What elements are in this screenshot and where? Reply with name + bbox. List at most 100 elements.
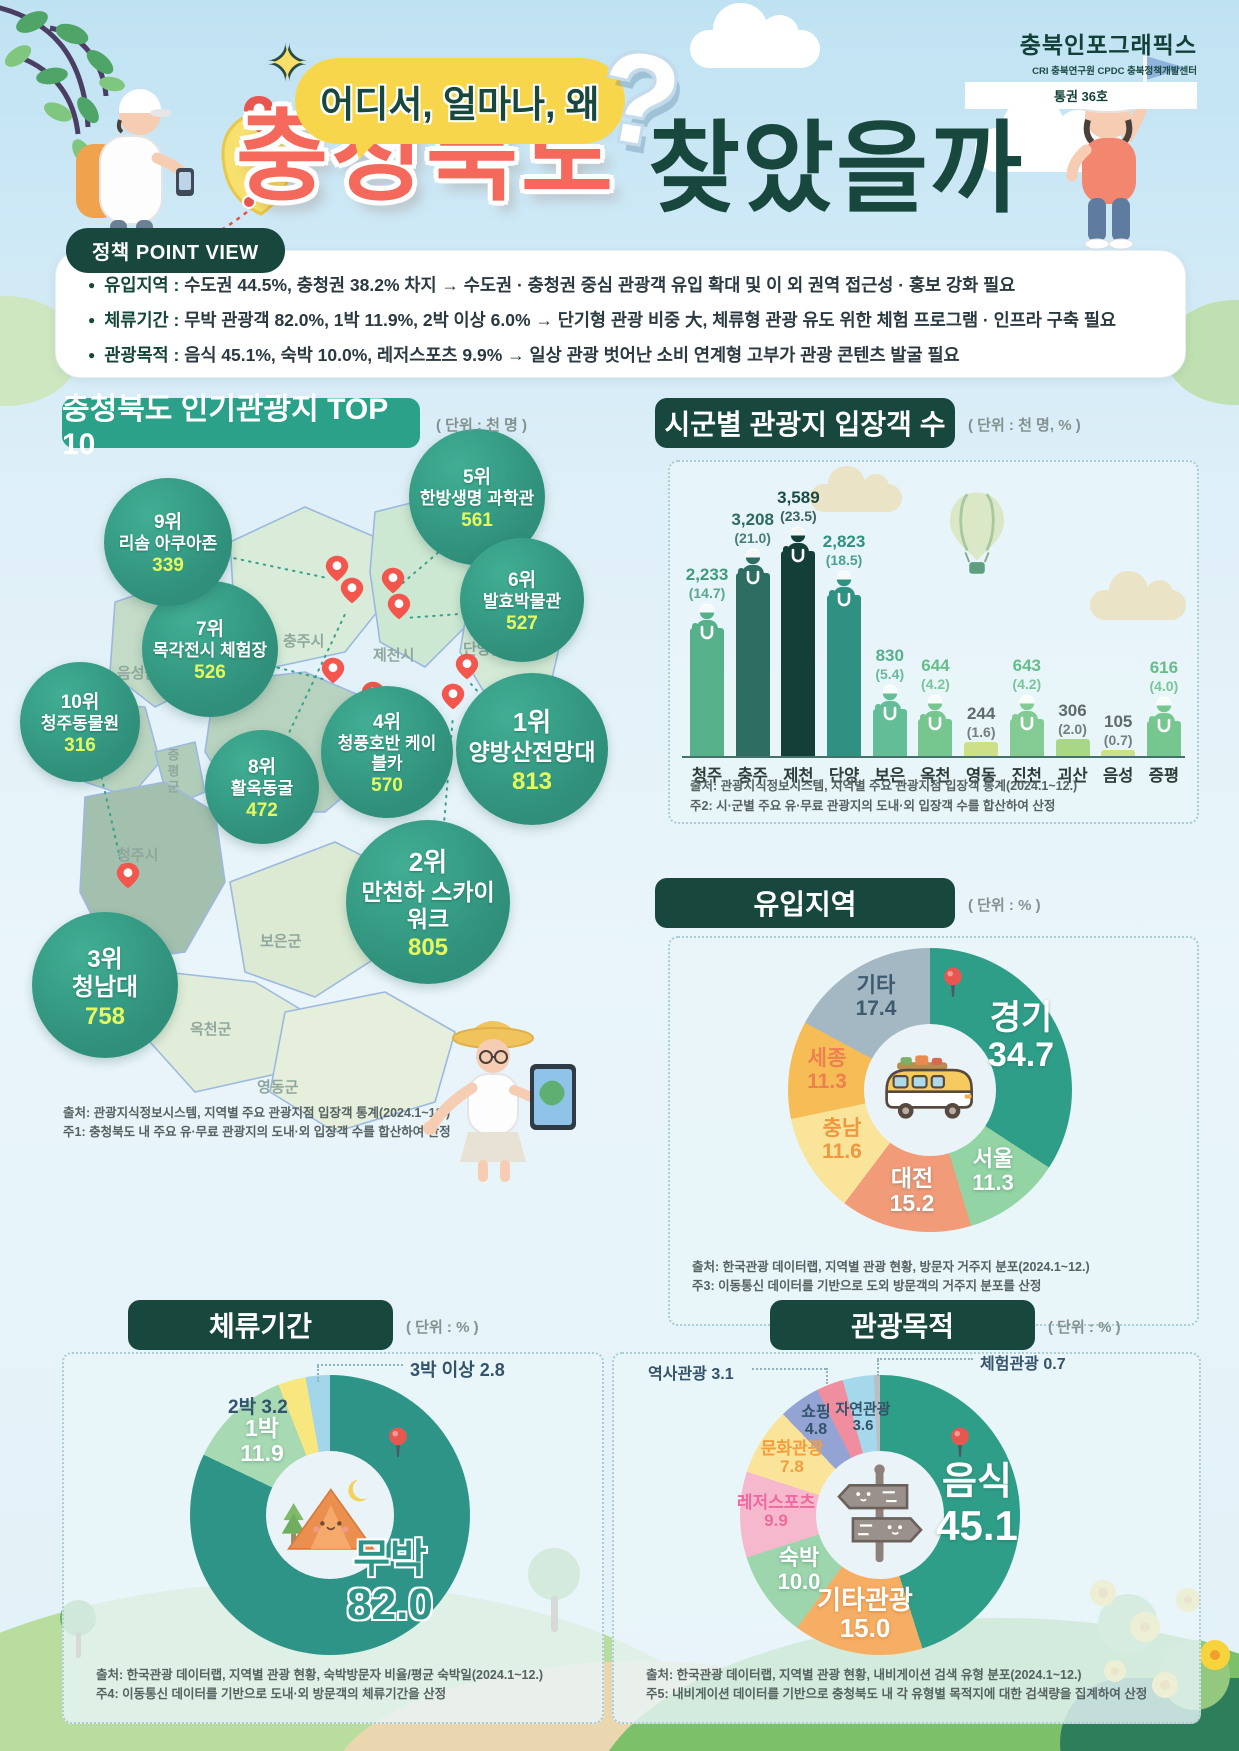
map-pin-icon bbox=[340, 577, 364, 604]
bar-percent: (18.5) bbox=[825, 552, 863, 568]
pushpin-icon bbox=[389, 1427, 407, 1457]
slice-label-lodging: 숙박 10.0 bbox=[777, 1545, 821, 1594]
bar-value: 2,823 bbox=[822, 532, 866, 551]
bar-x-label: 충주 bbox=[737, 767, 768, 785]
bar-baseline bbox=[682, 756, 1185, 758]
rank-badge-2: 2위 만천하 스카이워크 805 bbox=[346, 820, 510, 984]
slice-label-nature: 자연관광 3.6 bbox=[835, 1401, 891, 1435]
hiker-icon bbox=[1010, 694, 1044, 734]
slice-label-chungnam: 충남 11.6 bbox=[822, 1117, 862, 1163]
main-title-rest: 찾았을까 bbox=[648, 113, 1024, 225]
rank-badge-1: 1위 양방산전망대 813 bbox=[456, 673, 608, 825]
stay-source: 출처: 한국관광 데이터랩, 지역별 관광 현황, 숙박방문자 비율/평균 숙박… bbox=[96, 1668, 544, 1702]
slice-label-3night: 3박 이상 2.8 bbox=[410, 1360, 505, 1380]
bar-percent: (23.5) bbox=[780, 508, 817, 524]
slice-label-experience: 체험관광 0.7 bbox=[980, 1356, 1066, 1373]
bar-x-label: 음성 bbox=[1103, 767, 1134, 785]
bar-percent: (5.4) bbox=[875, 666, 905, 682]
slice-label-history: 역사관광 3.1 bbox=[648, 1366, 734, 1383]
hot-air-balloon-icon bbox=[949, 492, 1005, 574]
hiker-icon bbox=[736, 548, 770, 588]
region-label: 청주시 bbox=[117, 847, 159, 864]
camper-van-icon bbox=[885, 1055, 973, 1119]
bar-value: 244 bbox=[966, 704, 996, 723]
slice-label-other-tour: 기타관광 15.0 bbox=[817, 1585, 913, 1644]
bar-column-음성: 105 (0.7) bbox=[1097, 712, 1139, 756]
inflow-donut-hole bbox=[864, 1024, 996, 1156]
bar-percent: (1.6) bbox=[966, 724, 996, 740]
slice-label-leisure: 레저스포츠 9.9 bbox=[736, 1493, 816, 1531]
hiker-icon bbox=[1147, 696, 1181, 736]
hiker-icon bbox=[918, 694, 952, 734]
bar-percent: (2.0) bbox=[1058, 721, 1087, 737]
rank-badge-9: 9위 리솜 아쿠아존 339 bbox=[104, 478, 232, 606]
bar-chart-box: 2,233 (14.7) 3,208 (21.0) 3,589 (23.5) 2,823 (1… bbox=[668, 460, 1199, 824]
speech-bubble: 어디서, 얼마나, 왜 bbox=[295, 58, 625, 144]
region-label: 제천시 bbox=[373, 647, 415, 664]
bullet-dot-icon: ● bbox=[88, 313, 96, 327]
inflow-source: 출처: 한국관광 데이터랩, 지역별 관광 현황, 방문자 거주지 분포(202… bbox=[692, 1260, 1090, 1294]
slice-label-1night: 1박 11.9 bbox=[240, 1415, 284, 1466]
bar-x-label: 청주 bbox=[691, 767, 723, 785]
bullet-dot-icon: ● bbox=[88, 348, 96, 362]
bar-x-label: 제천 bbox=[783, 767, 814, 785]
bar-column-증평: 616 (4.0) bbox=[1143, 658, 1185, 756]
hiker-icon bbox=[873, 684, 907, 724]
pushpin-icon bbox=[944, 967, 962, 997]
bar-column-충주: 3,208 (21.0) bbox=[731, 510, 774, 756]
rank-badge-4: 4위 청풍호반 케이블카 570 bbox=[321, 686, 453, 818]
bubble-text: 어디서, 얼마나, 왜 bbox=[320, 84, 600, 125]
bar-percent: (4.0) bbox=[1149, 678, 1179, 694]
bar-column-괴산: 306 (2.0) bbox=[1052, 701, 1094, 756]
bar bbox=[781, 551, 816, 756]
region-label: 옥천군 bbox=[190, 1021, 232, 1038]
bar bbox=[827, 595, 862, 756]
map-pin-icon bbox=[321, 657, 345, 684]
bar-value: 2,233 bbox=[685, 565, 729, 584]
signpost-icon bbox=[837, 1464, 923, 1563]
map-pin-icon bbox=[441, 683, 465, 710]
cloud-icon bbox=[1090, 570, 1186, 620]
bar-value: 616 bbox=[1149, 658, 1179, 677]
policy-badge: 정책 POINT VIEW bbox=[66, 228, 285, 273]
bar-x-label: 증평 bbox=[1148, 767, 1180, 785]
flower-icon bbox=[1200, 1640, 1230, 1670]
region-label: 보은군 bbox=[260, 933, 302, 950]
top10-source: 출처: 관광지식정보시스템, 지역별 주요 관광지점 입장객 통계(2024.1… bbox=[63, 1106, 451, 1140]
bar-column-제천: 3,589 (23.5) bbox=[777, 488, 820, 756]
map-pin-icon bbox=[381, 567, 405, 594]
bar-value: 3,208 bbox=[731, 510, 774, 529]
bar-percent: (21.0) bbox=[734, 530, 771, 546]
map-pin-icon bbox=[325, 555, 349, 582]
map-pin-icon bbox=[455, 653, 479, 680]
region-label: 영동군 bbox=[257, 1079, 299, 1096]
bar-column-옥천: 644 (4.2) bbox=[914, 656, 956, 756]
guide-character-illustration bbox=[423, 1021, 576, 1182]
bar-column-보은: 830 (5.4) bbox=[869, 646, 911, 756]
callout-line bbox=[752, 1368, 826, 1370]
cloud-icon bbox=[810, 465, 902, 512]
traveler-man-illustration bbox=[76, 89, 194, 253]
bar-column-청주: 2,233 (14.7) bbox=[686, 565, 728, 756]
rank-badge-3: 3위 청남대 758 bbox=[32, 912, 178, 1058]
callout-line bbox=[877, 1360, 879, 1376]
policy-bullet-inflow: ● 유입지역 : 수도권 44.5%, 충청권 38.2% 차지 → 수도권 · … bbox=[88, 275, 1016, 295]
inflow-panel-title: 유입지역 bbox=[655, 878, 955, 928]
slice-label-shopping: 쇼핑 4.8 bbox=[801, 1404, 831, 1439]
slice-label-etc: 기타 17.4 bbox=[855, 974, 897, 1020]
bar-value: 830 bbox=[875, 646, 904, 665]
rank-badge-8: 8위 활옥동굴 472 bbox=[205, 730, 319, 844]
bar-percent: (4.2) bbox=[921, 676, 950, 692]
rank-badge-6: 6위 발효박물관 527 bbox=[460, 538, 584, 662]
chungbuk-map: 음성군 진천군 증평군 괴산군 청주시 충주시 제천시 단양군 보은군 옥천군 … bbox=[20, 429, 608, 1162]
region-label: 증평군 bbox=[165, 748, 180, 796]
bar-percent: (0.7) bbox=[1103, 732, 1133, 748]
bar-percent: (4.2) bbox=[1012, 676, 1042, 692]
hiker-icon bbox=[827, 570, 861, 610]
brand-title: 충북인포그래픽스 bbox=[1019, 32, 1197, 58]
stay-panel-title: 체류기간 bbox=[128, 1300, 393, 1350]
sparkle-icon: ✦ bbox=[268, 37, 307, 89]
bar-source: 출처: 관광지식정보시스템, 지역별 주요 관광지점 입장객 통계(2024.1… bbox=[690, 779, 1078, 813]
slice-label-culture: 문화관광 7.8 bbox=[760, 1439, 824, 1477]
